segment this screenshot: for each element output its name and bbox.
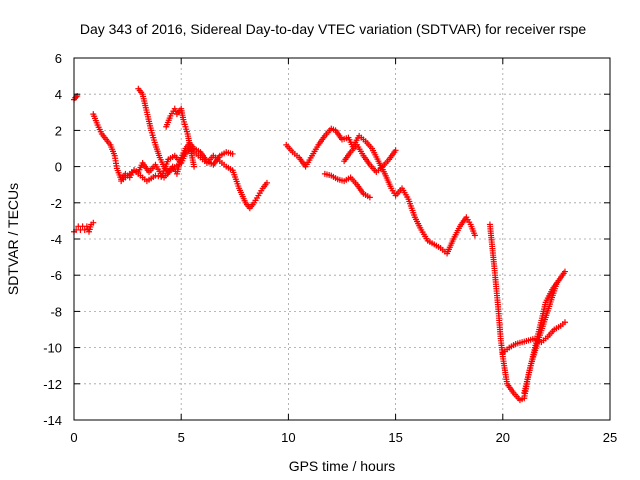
- data-point: [366, 194, 373, 201]
- grid: [74, 58, 610, 420]
- y-tick-label: -4: [50, 232, 62, 247]
- y-tick-label: -12: [43, 377, 62, 392]
- data-point: [155, 173, 162, 180]
- y-tick-label: -14: [43, 413, 62, 428]
- y-tick-label: -2: [50, 196, 62, 211]
- data-series-seg-l: [521, 281, 560, 396]
- data-point: [263, 179, 270, 186]
- data-series-seg-e: [163, 105, 198, 170]
- data-point: [81, 226, 88, 233]
- y-tick-label: -8: [50, 304, 62, 319]
- data-point: [178, 159, 185, 166]
- y-tick-label: -10: [43, 341, 62, 356]
- x-tick-label: 20: [496, 430, 510, 445]
- data-point: [561, 319, 568, 326]
- x-tick-label: 5: [178, 430, 185, 445]
- data-series-seg-f: [118, 159, 185, 185]
- data-point: [191, 163, 198, 170]
- data-point: [229, 150, 236, 157]
- data-series-seg-h: [321, 170, 373, 201]
- data-point: [90, 219, 97, 226]
- x-tick-label: 10: [281, 430, 295, 445]
- data-point: [561, 268, 568, 275]
- data-series-seg-g: [283, 125, 478, 257]
- y-tick-label: 4: [55, 87, 62, 102]
- data-point: [83, 223, 90, 230]
- y-tick-label: 0: [55, 160, 62, 175]
- data-point: [471, 232, 478, 239]
- data-point: [152, 172, 159, 179]
- x-tick-label: 0: [70, 430, 77, 445]
- y-axis-label: SDTVAR / TECUs: [5, 183, 21, 295]
- data-point: [158, 173, 165, 180]
- y-tick-label: 2: [55, 123, 62, 138]
- data-point: [392, 147, 399, 154]
- data-point: [171, 105, 178, 112]
- y-tick-label: -6: [50, 268, 62, 283]
- axis-ticks: 0 5 10 15 20 25 -14 -12 -10 -8 -6 -4 -2 0 2 4 6: [43, 51, 617, 445]
- chart-title: Day 343 of 2016, Sidereal Day-to-day VTE…: [80, 21, 586, 37]
- data-series-seg-i: [341, 141, 399, 176]
- data-series-seg-k: [499, 319, 568, 357]
- x-tick-label: 25: [603, 430, 617, 445]
- data-series: [71, 85, 568, 404]
- data-point: [553, 281, 560, 288]
- x-tick-label: 15: [388, 430, 402, 445]
- y-tick-label: 6: [55, 51, 62, 66]
- x-axis-label: GPS time / hours: [289, 458, 396, 474]
- data-series-seg-b: [71, 219, 97, 235]
